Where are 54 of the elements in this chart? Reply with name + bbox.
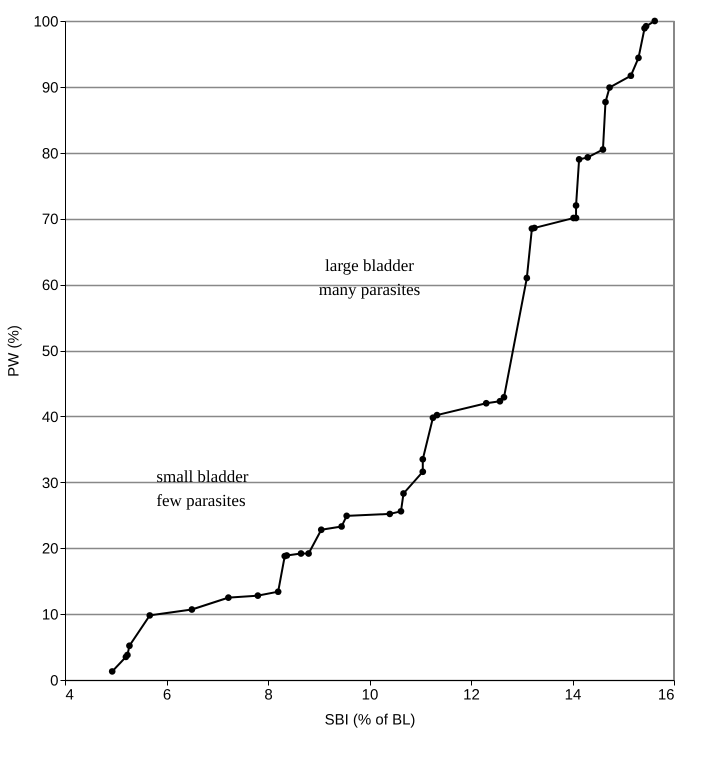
point xyxy=(584,154,592,161)
point xyxy=(434,412,440,418)
x-tick-label: 4 xyxy=(66,686,74,704)
x-tick-label: 6 xyxy=(162,686,172,704)
point xyxy=(606,84,613,91)
point xyxy=(651,18,658,24)
x-tick-label: 14 xyxy=(564,686,582,704)
y-tick-label: 100 xyxy=(33,14,58,30)
point xyxy=(419,468,426,476)
x-tick-label: 12 xyxy=(463,686,480,704)
point xyxy=(298,550,304,557)
x-tick-label: 8 xyxy=(264,686,273,704)
point xyxy=(572,202,580,209)
point xyxy=(386,510,394,518)
x-tick-label: 10 xyxy=(362,686,378,704)
point xyxy=(576,156,582,163)
point xyxy=(318,526,325,534)
y-tick-label: 70 xyxy=(42,211,58,228)
point xyxy=(482,400,490,407)
point xyxy=(628,72,634,80)
point xyxy=(600,146,606,153)
point xyxy=(602,98,609,106)
point xyxy=(305,550,312,557)
x-tick-label: 16 xyxy=(658,686,674,704)
point xyxy=(254,592,262,599)
point xyxy=(500,394,508,401)
y-tick-label: 50 xyxy=(42,343,58,360)
y-axis-title: PW (%) xyxy=(5,325,22,377)
y-tick-label: 0 xyxy=(50,672,58,690)
point xyxy=(400,490,407,497)
x-axis-title: SBI (% of BL) xyxy=(324,712,416,728)
point xyxy=(419,456,426,463)
y-tick-label: 30 xyxy=(42,474,58,492)
point xyxy=(225,594,232,601)
y-tick-label: 90 xyxy=(42,79,58,96)
point xyxy=(188,606,196,613)
y-tick-label: 60 xyxy=(42,277,58,294)
y-tick-label: 80 xyxy=(42,145,58,162)
point xyxy=(496,398,504,405)
annotation: large bladder many parasites xyxy=(318,256,420,300)
annotation: small bladder few parasites xyxy=(156,467,249,510)
point xyxy=(274,588,282,596)
point xyxy=(338,523,345,530)
y-tick-label: 10 xyxy=(42,606,58,624)
point xyxy=(398,508,404,515)
y-tick-label: 40 xyxy=(42,408,58,426)
point xyxy=(343,512,350,520)
point xyxy=(108,668,116,675)
y-tick-label: 20 xyxy=(42,540,58,558)
point xyxy=(126,642,133,650)
point xyxy=(635,54,642,62)
point xyxy=(523,274,530,282)
point xyxy=(531,224,538,232)
point xyxy=(146,612,154,619)
